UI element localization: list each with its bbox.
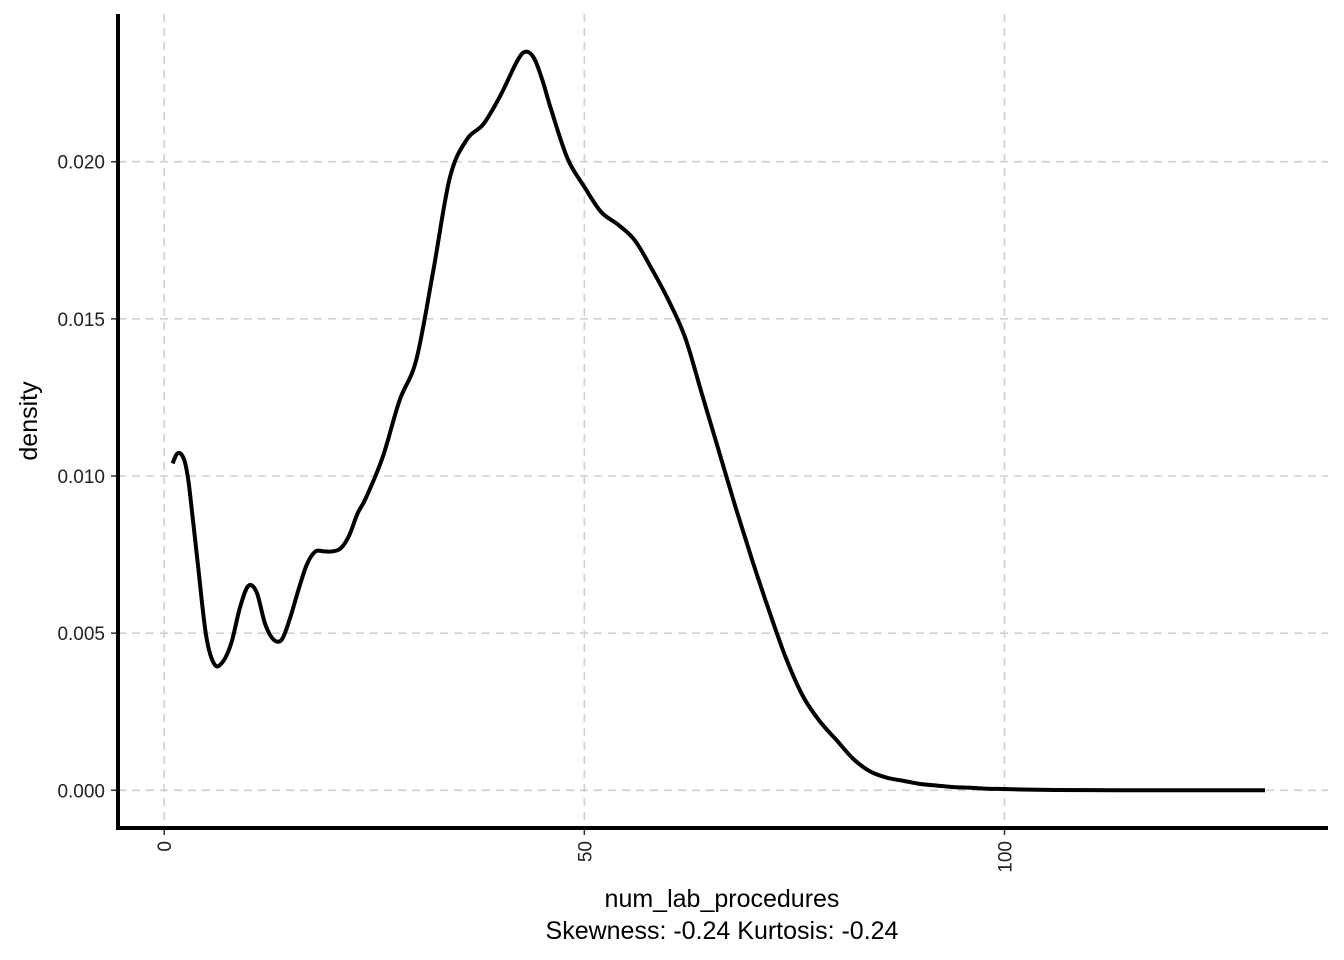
y-tick-label: 0.010: [57, 467, 105, 488]
y-axis-title: density: [15, 381, 43, 461]
y-tick-label: 0.005: [57, 624, 105, 645]
x-tick-label: 0: [155, 841, 176, 852]
x-tick-label: 50: [575, 841, 596, 862]
y-tick-labels: 0.000 0.005 0.010 0.015 0.020: [57, 153, 105, 803]
gridlines: [118, 14, 1328, 828]
x-tick-label: 100: [995, 841, 1016, 873]
x-axis-title: num_lab_procedures: [605, 885, 840, 913]
x-tick-labels: 0 50 100: [155, 841, 1016, 873]
y-tick-label: 0.015: [57, 310, 105, 331]
y-tick-label: 0.000: [57, 781, 105, 802]
x-axis-caption: Skewness: -0.24 Kurtosis: -0.24: [546, 917, 899, 945]
axes: [111, 14, 1328, 835]
density-curve: [170, 49, 1265, 793]
y-tick-label: 0.020: [57, 153, 105, 174]
